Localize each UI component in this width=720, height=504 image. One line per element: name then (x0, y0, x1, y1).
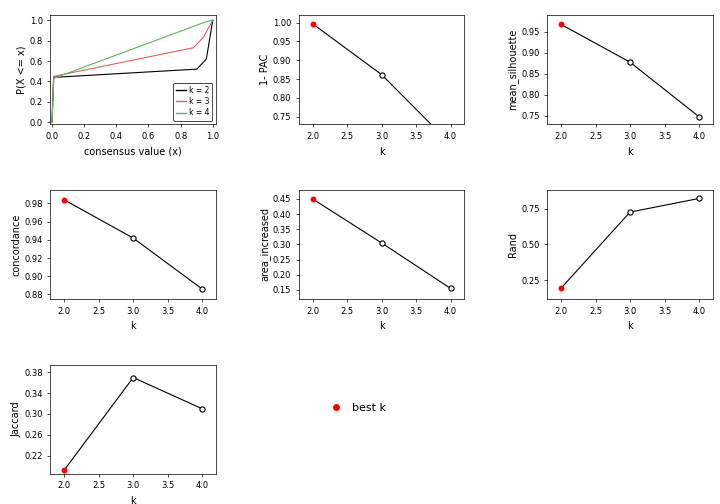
Point (307, 20, 318, 28)
Point (693, 113, 705, 121)
Y-axis label: Jaccard: Jaccard (12, 401, 22, 437)
Y-axis label: area_increased: area_increased (259, 208, 270, 281)
Y-axis label: P(X <= x): P(X <= x) (17, 45, 27, 94)
Point (58, 466, 70, 474)
Point (624, 58, 636, 66)
Y-axis label: Rand: Rand (508, 232, 518, 257)
X-axis label: k: k (130, 321, 136, 331)
Point (693, 195, 705, 203)
X-axis label: k: k (627, 147, 633, 157)
Point (307, 195, 318, 203)
Point (376, 71, 387, 79)
Point (624, 208, 636, 216)
Y-axis label: mean_silhouette: mean_silhouette (508, 29, 518, 110)
Legend: best k: best k (321, 399, 390, 418)
Point (197, 285, 208, 293)
X-axis label: consensus value (x): consensus value (x) (84, 147, 182, 157)
Point (127, 373, 139, 382)
Point (376, 239, 387, 247)
X-axis label: k: k (379, 147, 384, 157)
Point (555, 284, 567, 292)
Point (445, 284, 456, 292)
X-axis label: k: k (130, 496, 136, 504)
Point (58, 196, 70, 204)
X-axis label: k: k (379, 321, 384, 331)
Point (197, 405, 208, 413)
Y-axis label: concordance: concordance (12, 213, 22, 276)
Point (445, 140, 456, 148)
Point (127, 234, 139, 242)
Y-axis label: 1- PAC: 1- PAC (260, 54, 270, 85)
Legend: k = 2, k = 3, k = 4: k = 2, k = 3, k = 4 (174, 83, 212, 120)
Point (555, 20, 567, 28)
X-axis label: k: k (627, 321, 633, 331)
